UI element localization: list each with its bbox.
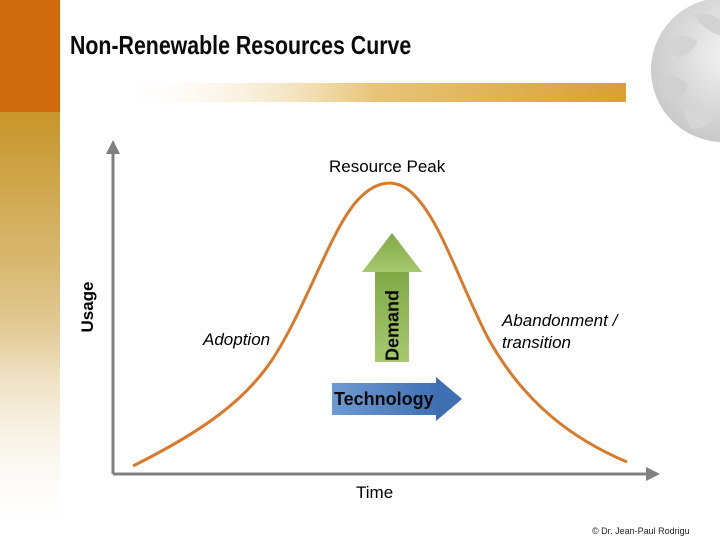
technology-arrow-label: Technology [334,389,434,409]
x-axis-label: Time [356,483,394,502]
left-accent-bar-top [0,0,60,112]
y-axis-arrowhead [106,140,120,154]
technology-arrow [332,377,462,421]
slide-title: Non-Renewable Resources Curve [70,30,412,60]
demand-arrow-label: Demand [382,290,403,362]
left-accent-bar-gradient [0,112,60,540]
y-axis-label: Usage [78,281,97,333]
axes [106,140,660,481]
copyright-notice: © Dr. Jean-Paul Rodrigu [592,526,690,536]
usage-curve [132,181,628,468]
demand-arrow [362,233,422,362]
globe-decoration [651,0,720,142]
title-underline [118,83,626,102]
adoption-label: Adoption [203,330,271,349]
abandonment-label: Abandonment / transition [502,311,618,352]
x-axis-arrowhead [646,467,660,481]
resource-peak-label: Resource Peak [329,157,446,176]
